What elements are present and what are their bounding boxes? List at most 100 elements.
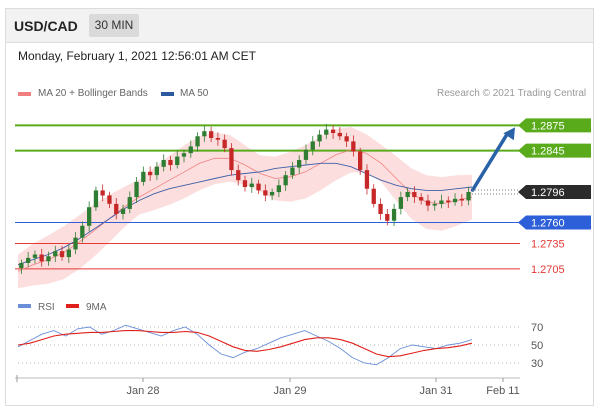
candle (26, 252, 31, 268)
candle (269, 188, 275, 201)
candle (276, 179, 281, 198)
candle-body (229, 148, 234, 171)
level-tag-1.2760-label: 1.2760 (531, 217, 565, 229)
candle-body (263, 190, 268, 196)
ma20-legend-label: MA 20 + Bollinger Bands (38, 88, 148, 99)
rsi-legend-label: RSI (38, 302, 55, 313)
candle-body (100, 190, 105, 196)
candle (181, 149, 187, 163)
candle-body (66, 249, 71, 258)
candle (195, 132, 200, 152)
candle (290, 161, 295, 179)
candle (148, 166, 153, 181)
x-tick-label: Jan 31 (419, 385, 452, 397)
candle-body (412, 192, 417, 198)
candle (446, 196, 451, 209)
candle-body (53, 251, 58, 257)
candle-body (114, 203, 119, 214)
candle (202, 125, 207, 142)
timeframe-badge[interactable]: 30 MIN (89, 14, 139, 37)
x-tick-label: Feb 11 (486, 385, 519, 397)
candle-body (202, 131, 207, 137)
candle (188, 140, 193, 158)
candle (425, 194, 431, 212)
candle-body (154, 166, 159, 176)
candle-body (93, 190, 99, 208)
x-tick-label: Jan 29 (273, 385, 306, 397)
level-tag-1.2735-label: 1.2735 (531, 239, 565, 251)
candle (419, 193, 424, 205)
candle (134, 177, 139, 204)
candle-body (385, 214, 390, 221)
candle-body (222, 139, 227, 149)
candle-body (168, 160, 173, 166)
candle (80, 221, 85, 243)
candle (66, 244, 71, 263)
ma20-legend-swatch (18, 92, 31, 96)
rsi-legend-swatch (18, 304, 31, 308)
candle (249, 177, 254, 193)
candle-body (249, 183, 254, 187)
candle (100, 184, 105, 202)
candle-body (134, 181, 139, 198)
candle (452, 193, 458, 206)
projection-arrow (470, 132, 509, 192)
candle-body (330, 129, 336, 133)
candle-body (398, 197, 403, 209)
candle (114, 198, 119, 220)
candle-body (46, 256, 51, 262)
candle-body (290, 167, 295, 176)
current-price-tag-label: 1.2796 (531, 187, 565, 199)
candle-body (364, 170, 370, 189)
candle (87, 201, 92, 232)
candle-body (120, 208, 126, 214)
candle (432, 200, 437, 211)
chart-datetime: Monday, February 1, 2021 12:56:01 AM CET (18, 49, 256, 63)
candle-body (236, 170, 241, 181)
candle-body (344, 136, 349, 142)
level-tag-1.2875-label: 1.2875 (531, 120, 565, 132)
candle-body (175, 156, 180, 165)
candle-body (107, 195, 112, 204)
candle-body (297, 160, 302, 168)
candle (330, 125, 336, 139)
candle (405, 187, 410, 202)
candle-body (283, 175, 288, 186)
ma50-legend-label: MA 50 (180, 88, 209, 99)
rsi-tick-30: 30 (531, 358, 543, 370)
candle (229, 143, 234, 176)
candle (141, 166, 146, 186)
candle (412, 186, 417, 204)
rsi-tick-70: 70 (531, 322, 543, 334)
candle-body (141, 171, 146, 182)
candle-body (419, 197, 424, 201)
candle (222, 134, 227, 153)
candle (317, 129, 322, 147)
ma9-legend-label: 9MA (86, 302, 107, 313)
rsi-tick-50: 50 (531, 340, 543, 352)
candle (378, 198, 383, 220)
candle (391, 203, 397, 226)
candle (324, 123, 329, 139)
candle-body (73, 237, 78, 250)
projection-arrow-head (503, 127, 515, 141)
research-credit: Research © 2021 Trading Central (437, 88, 587, 99)
candle-body (195, 136, 200, 147)
candle-body (337, 132, 342, 137)
candle-body (371, 188, 376, 204)
candle (358, 147, 363, 175)
candle (73, 232, 78, 255)
candle (439, 194, 444, 209)
candle (46, 251, 51, 266)
candle-body (242, 180, 248, 187)
candle-body (391, 208, 397, 221)
candle (337, 127, 342, 141)
instrument-title: USD/CAD (14, 18, 78, 34)
candle-body (32, 254, 38, 258)
candle-body (432, 203, 437, 206)
candle-body (358, 151, 363, 171)
candle (303, 144, 309, 165)
x-tick-label: Jan 28 (126, 385, 159, 397)
candle-body (269, 192, 275, 196)
